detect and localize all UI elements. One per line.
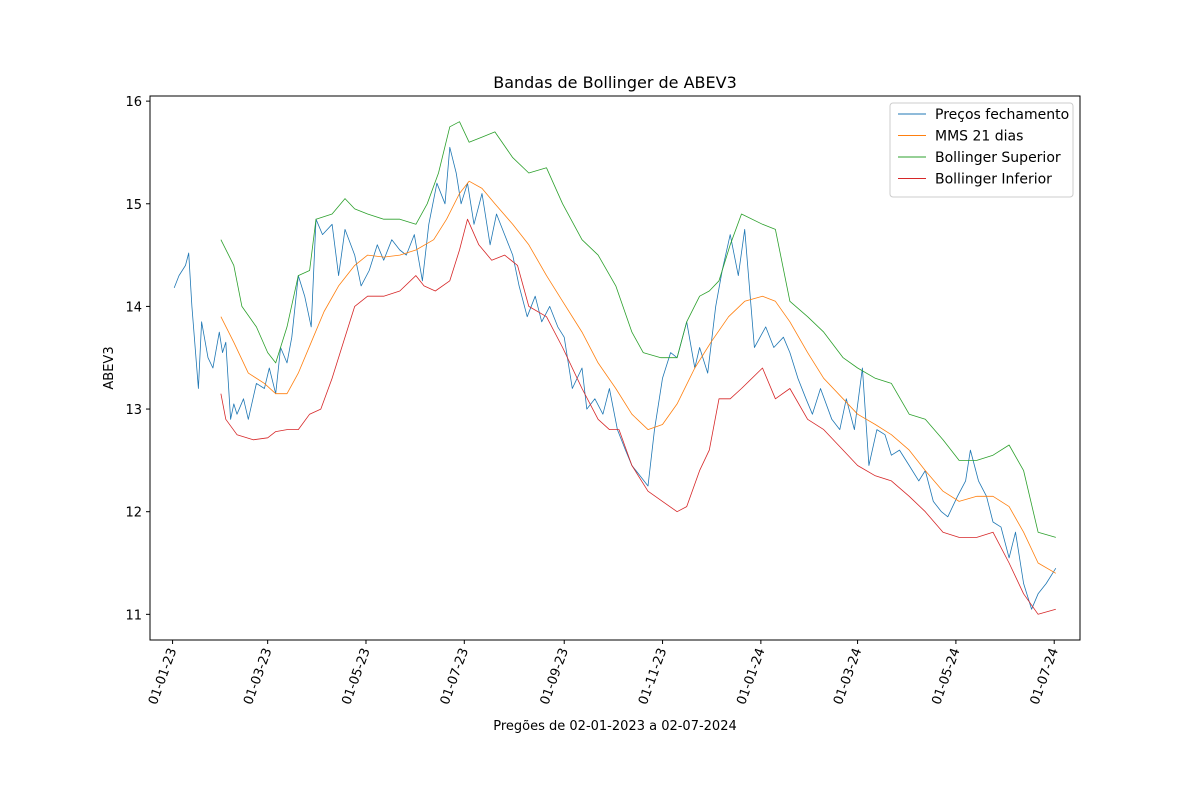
x-axis-label: Pregões de 02-01-2023 a 02-07-2024: [493, 719, 737, 734]
y-tick-label: 11: [125, 608, 142, 623]
legend-box: [889, 102, 1074, 198]
series-line-4: [220, 218, 1056, 615]
x-tick-label: 01-03-23: [241, 646, 275, 707]
x-tick-label: 01-09-23: [538, 646, 572, 707]
chart-title: Bandas de Bollinger de ABEV3: [493, 73, 737, 92]
legend: Preços fechamento MMS 21 dias Bollinger Su…: [889, 102, 1074, 198]
y-tick-label: 14: [125, 300, 142, 315]
legend-entry: MMS 21 dias: [935, 129, 1023, 145]
y-tick-label: 13: [125, 403, 142, 418]
series-line-1: [173, 146, 1057, 610]
y-tick-label: 16: [125, 95, 142, 110]
y-axis-label: ABEV3: [102, 346, 117, 389]
y-axis: 11 12 13 14 15 16: [125, 95, 150, 623]
series-line-2: [220, 180, 1057, 574]
legend-entry: Bollinger Superior: [935, 150, 1061, 166]
x-tick-label: 01-05-23: [339, 646, 373, 707]
plot-area: [149, 95, 1081, 641]
x-tick-label: 01-01-23: [146, 646, 180, 707]
legend-entry: Preços fechamento: [935, 107, 1069, 123]
x-tick-label: 01-01-24: [734, 646, 768, 707]
y-tick-label: 15: [125, 198, 142, 213]
x-tick-label: 01-07-24: [1028, 646, 1062, 707]
axes-frame: [149, 95, 1081, 641]
x-tick-label: 01-11-23: [636, 646, 670, 707]
x-axis: 01-01-23 01-03-23 01-05-23 01-07-23 01-09-23…: [146, 640, 1062, 707]
x-tick-label: 01-03-24: [831, 646, 865, 707]
x-tick-label: 01-07-23: [438, 646, 472, 707]
legend-entry: Bollinger Inferior: [935, 172, 1052, 188]
series-line-3: [220, 121, 1056, 538]
x-tick-label: 01-05-24: [929, 646, 963, 707]
y-tick-label: 12: [125, 506, 142, 521]
